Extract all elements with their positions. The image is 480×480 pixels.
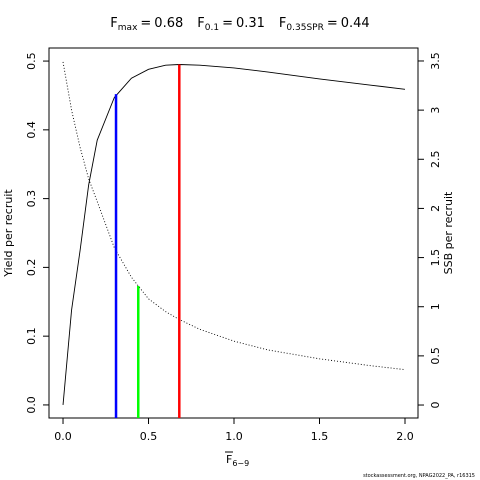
title-subscript: 0.1 [205,23,219,33]
x-tick-label: 2.0 [396,430,414,443]
y-tick-label: 0.5 [25,52,38,69]
x-tick-label: 1.5 [311,430,329,443]
y-tick-label: 0.0 [25,396,38,414]
title-symbol: F [279,16,286,31]
title-subscript: max [118,23,138,33]
y-axis-label: Yield per recruit [2,189,15,278]
y-tick-label: 0.2 [25,259,38,277]
x-label-symbol: F [226,453,232,466]
title-value: 0.68 [154,16,183,31]
y-tick-label: 0.4 [25,121,38,139]
y2-tick-label: 3 [429,107,442,114]
title-relation: = [140,16,151,31]
y2-tick-label: 0 [429,402,442,409]
title-subscript: 0.35SPR [286,23,323,33]
x-tick-label: 0.0 [54,430,72,443]
chart-title: Fmax = 0.68 F0.1 = 0.31 F0.35SPR = 0.44 [110,16,369,33]
curve [62,64,406,405]
y2-tick-label: 1 [429,303,442,310]
x-tick-label: 0.5 [140,430,158,443]
x-axis-label: F6−9 [226,453,249,468]
title-value: 0.44 [341,16,370,31]
title-value: 0.31 [236,16,265,31]
footer: stockassessment.org, NPAG2022_PA, r16315 [363,473,475,479]
title-symbol: F [110,16,117,31]
x-tick-label: 1.0 [225,430,243,443]
title-relation: = [222,16,233,31]
curve [62,61,406,371]
x-label-subscript: 6−9 [232,459,249,468]
y2-axis-label: SSB per recruit [442,191,455,274]
y2-tick-label: 2 [429,205,442,212]
y2-tick-label: 1.5 [429,249,442,267]
y2-tick-label: 0.5 [429,347,442,365]
y-tick-label: 0.3 [25,190,38,208]
title-relation: = [327,16,338,31]
y-tick-label: 0.1 [25,327,38,345]
plot-frame [48,47,419,419]
title-symbol: F [197,16,204,31]
y2-tick-label: 2.5 [429,151,442,169]
y2-tick-label: 3.5 [429,52,442,69]
